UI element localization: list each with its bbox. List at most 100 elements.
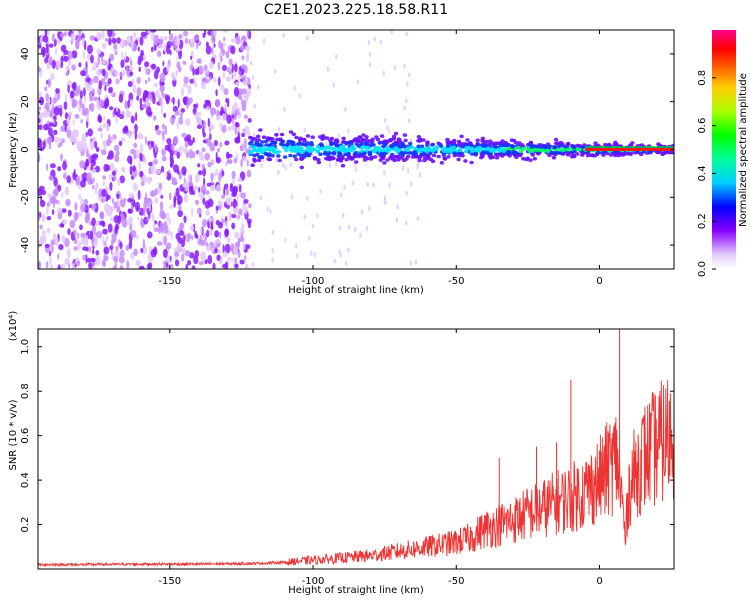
undefined — [40, 234, 45, 245]
signal-band-mark — [307, 146, 312, 150]
undefined — [114, 51, 118, 56]
signal-band-mark — [400, 141, 405, 146]
signal-band-mark — [526, 146, 531, 150]
undefined — [118, 93, 124, 103]
undefined — [113, 201, 118, 209]
signal-band-mark — [356, 144, 361, 148]
signal-band-mark — [270, 153, 275, 158]
sparse-speckle — [298, 93, 301, 99]
signal-band-mark — [267, 143, 273, 147]
undefined — [114, 249, 120, 257]
undefined — [225, 97, 229, 104]
undefined — [84, 96, 87, 103]
signal-band-mark — [335, 139, 340, 144]
undefined — [93, 241, 98, 248]
signal-band-mark — [469, 149, 475, 154]
signal-band-mark — [282, 145, 287, 150]
undefined — [39, 224, 43, 230]
undefined — [175, 232, 181, 240]
undefined — [84, 214, 90, 224]
undefined — [175, 69, 179, 77]
undefined — [204, 152, 210, 161]
signal-band-mark — [325, 152, 331, 157]
undefined — [159, 201, 164, 211]
undefined — [91, 225, 96, 234]
sparse-speckle — [366, 181, 369, 187]
undefined — [239, 236, 245, 243]
undefined — [221, 170, 225, 177]
undefined — [66, 128, 72, 139]
undefined — [144, 136, 147, 146]
undefined — [233, 157, 237, 164]
undefined — [194, 173, 200, 183]
undefined — [152, 115, 157, 121]
undefined — [146, 176, 152, 185]
undefined — [38, 124, 43, 130]
signal-band-mark — [655, 150, 660, 155]
undefined — [174, 111, 180, 116]
signal-band-mark — [340, 163, 346, 168]
sparse-speckle — [251, 75, 255, 80]
undefined — [159, 72, 166, 83]
undefined — [63, 55, 69, 62]
signal-band-mark — [452, 151, 457, 156]
undefined — [94, 141, 98, 149]
undefined — [201, 119, 204, 127]
undefined — [220, 84, 225, 91]
signal-band-mark — [499, 143, 505, 147]
undefined — [121, 69, 126, 77]
signal-band-mark — [366, 146, 372, 150]
undefined — [67, 59, 72, 66]
undefined — [248, 203, 252, 209]
signal-band-mark — [403, 138, 408, 143]
undefined — [126, 260, 130, 269]
undefined — [89, 35, 96, 41]
undefined — [111, 37, 117, 44]
signal-band-mark — [263, 151, 268, 156]
undefined — [51, 33, 56, 42]
undefined — [246, 30, 249, 38]
undefined — [72, 262, 75, 269]
signal-band-mark — [341, 140, 346, 144]
signal-band-mark — [514, 151, 519, 155]
undefined — [63, 173, 66, 179]
undefined — [160, 194, 164, 199]
undefined — [139, 170, 144, 177]
undefined — [58, 137, 63, 143]
undefined — [83, 198, 89, 206]
signal-band-mark — [268, 136, 273, 141]
undefined — [164, 225, 169, 234]
undefined — [103, 140, 107, 150]
undefined — [217, 147, 220, 153]
undefined — [155, 89, 160, 99]
signal-band-mark — [401, 145, 407, 149]
undefined — [65, 198, 71, 207]
signal-band-mark — [494, 155, 500, 160]
undefined — [168, 217, 171, 226]
undefined — [47, 78, 52, 88]
signal-band-mark — [398, 144, 403, 149]
undefined — [113, 144, 120, 152]
undefined — [150, 30, 157, 33]
undefined — [245, 53, 249, 63]
signal-band-mark — [501, 149, 506, 153]
signal-band-mark — [362, 151, 367, 156]
signal-band-mark — [377, 141, 382, 145]
undefined — [166, 242, 172, 250]
undefined — [48, 127, 53, 137]
undefined — [218, 40, 222, 49]
undefined — [153, 70, 159, 80]
undefined — [139, 143, 144, 154]
undefined — [215, 219, 220, 226]
undefined — [102, 58, 106, 65]
undefined — [173, 135, 179, 145]
undefined — [216, 254, 221, 261]
undefined — [180, 112, 183, 119]
undefined — [73, 169, 76, 177]
undefined — [116, 206, 121, 213]
signal-band-mark — [248, 135, 253, 140]
undefined — [202, 219, 207, 228]
sparse-speckle — [310, 250, 313, 256]
undefined — [183, 30, 189, 37]
sparse-speckle — [249, 60, 252, 66]
